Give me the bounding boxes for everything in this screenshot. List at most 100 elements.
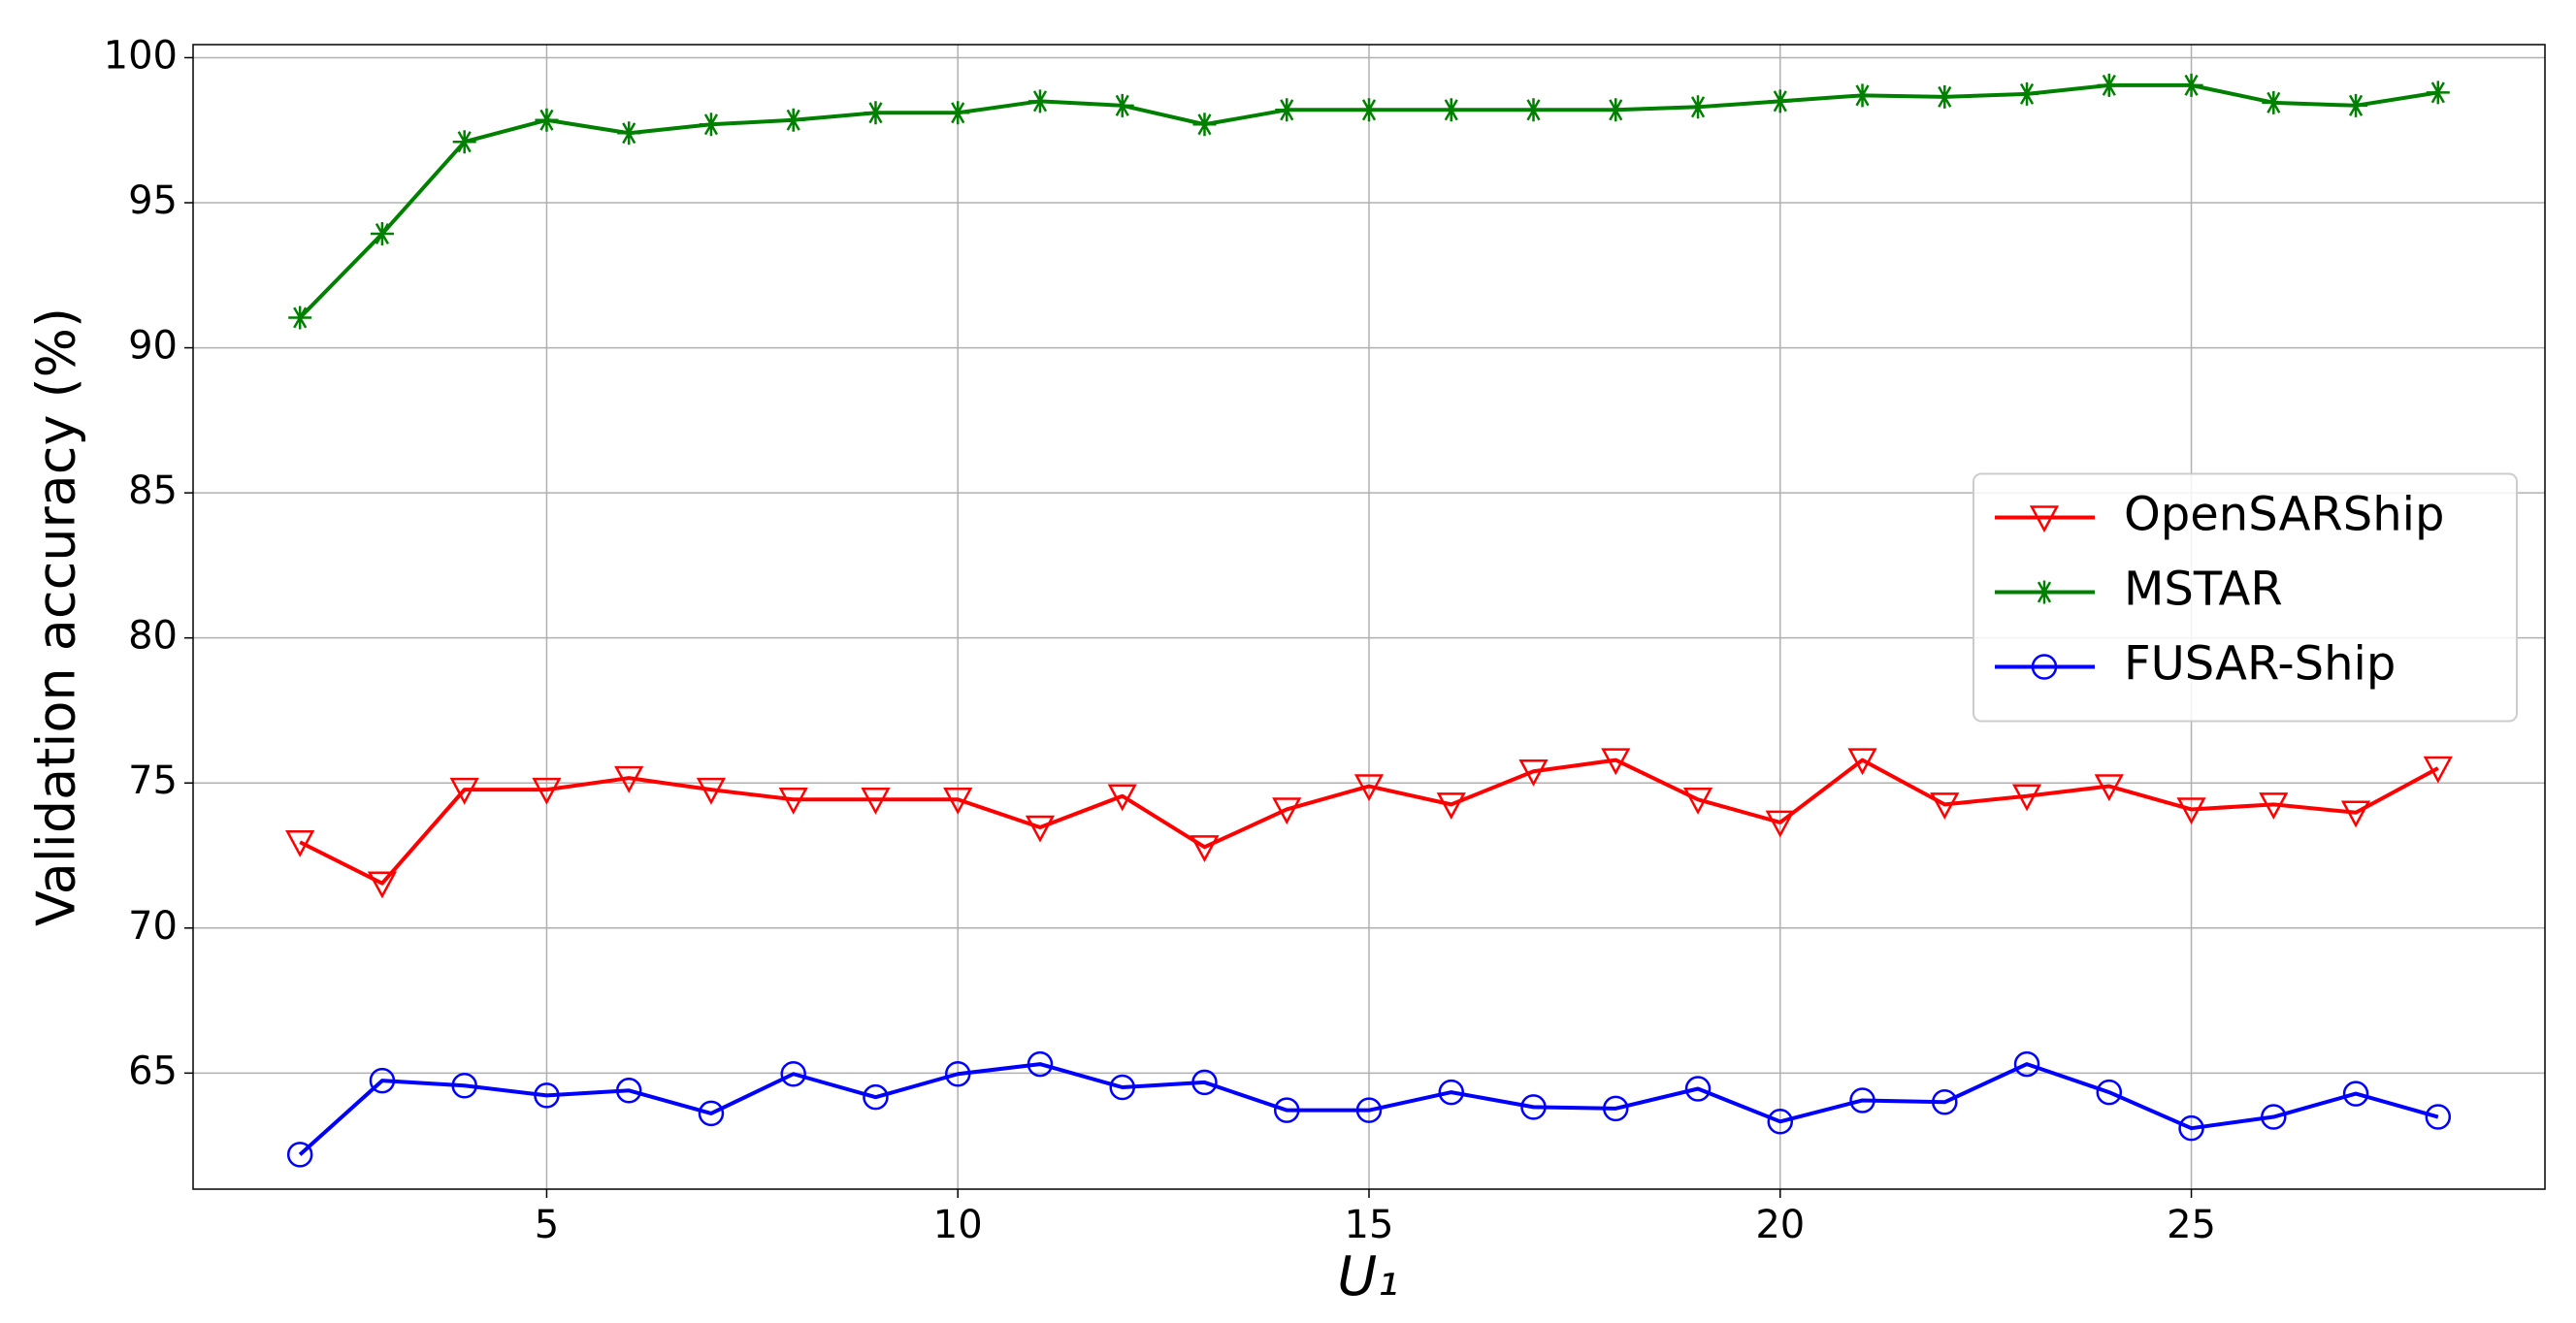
y-tick-label: 90 (128, 324, 178, 369)
marker (2261, 1104, 2287, 1130)
marker (863, 1083, 889, 1111)
legend-label: FUSAR-Ship (2124, 637, 2396, 692)
marker (1518, 759, 1549, 787)
legend-marker (2029, 505, 2060, 533)
marker (1438, 1079, 1465, 1106)
marker (617, 121, 641, 145)
marker (1191, 1069, 1218, 1096)
marker (1767, 1109, 1794, 1135)
marker (1684, 1076, 1712, 1102)
marker (1192, 113, 1217, 137)
marker (778, 788, 808, 815)
marker (699, 113, 723, 137)
y-tick-label: 85 (128, 468, 178, 513)
marker (696, 777, 727, 805)
marker (2423, 756, 2453, 784)
marker (1932, 1089, 1958, 1115)
marker (1439, 98, 1463, 122)
y-tick-label: 80 (128, 614, 178, 659)
marker (535, 108, 559, 132)
marker (2340, 800, 2371, 828)
marker (2178, 1114, 2204, 1142)
marker (780, 1061, 806, 1087)
marker (1682, 788, 1713, 815)
y-tick-label: 75 (128, 758, 178, 803)
legend-marker (2031, 654, 2058, 680)
marker (2011, 784, 2042, 812)
marker (1765, 810, 1795, 838)
marker (369, 1067, 396, 1094)
marker (861, 788, 891, 815)
marker (1933, 84, 1957, 109)
marker (1110, 93, 1134, 117)
marker (2426, 81, 2450, 105)
x-tick-label: 15 (1345, 1203, 1394, 1247)
marker (1027, 1050, 1054, 1078)
marker (1355, 1097, 1383, 1123)
marker (2096, 1079, 2123, 1106)
marker (2094, 774, 2124, 802)
marker (1601, 748, 1631, 776)
marker (1849, 1087, 1875, 1113)
marker (367, 871, 398, 899)
marker (1847, 748, 1877, 776)
marker (1604, 98, 1628, 122)
marker (1686, 95, 1711, 119)
y-tick-label: 100 (104, 33, 178, 78)
marker (614, 765, 644, 793)
marker (2097, 73, 2121, 97)
marker (1436, 792, 1466, 821)
marker (1027, 89, 1052, 113)
marker (2013, 1050, 2040, 1078)
legend-label: MSTAR (2124, 563, 2283, 617)
marker (1272, 797, 1302, 825)
marker (1275, 98, 1299, 122)
x-tick-label: 10 (933, 1203, 983, 1247)
marker (534, 1082, 560, 1109)
legend-box (1973, 472, 2518, 723)
marker (781, 108, 805, 132)
x-tick-label: 25 (2167, 1203, 2216, 1247)
y-tick-label: 95 (128, 178, 178, 223)
marker (2344, 93, 2368, 117)
marker (370, 222, 394, 246)
marker (1190, 835, 1220, 862)
marker (698, 1100, 725, 1127)
marker (2262, 90, 2286, 114)
legend-marker (2033, 580, 2056, 604)
marker (1768, 89, 1792, 113)
marker (2176, 797, 2206, 825)
legend-label: OpenSARShip (2124, 488, 2444, 542)
marker (1930, 792, 1960, 821)
marker (2179, 73, 2203, 97)
marker (2425, 1104, 2452, 1130)
marker (2342, 1081, 2369, 1107)
series-line (299, 758, 2439, 886)
y-axis-label: Validation accuracy (%) (26, 307, 87, 926)
marker (452, 130, 476, 154)
marker (1109, 1074, 1135, 1101)
y-tick-label: 70 (128, 904, 178, 949)
marker (449, 777, 479, 805)
marker (2015, 81, 2039, 106)
marker (286, 1142, 313, 1168)
y-tick-label: 65 (128, 1049, 178, 1093)
x-tick-label: 5 (535, 1203, 559, 1247)
marker (1025, 815, 1056, 843)
marker (943, 788, 973, 815)
marker (532, 777, 562, 805)
marker (946, 101, 970, 125)
x-tick-label: 20 (1755, 1203, 1805, 1247)
marker (285, 830, 315, 857)
marker (1603, 1095, 1629, 1122)
marker (288, 306, 312, 330)
series-line (298, 1062, 2439, 1156)
marker (1107, 784, 1137, 812)
marker (1520, 1094, 1547, 1120)
marker (1357, 98, 1381, 122)
marker (944, 1061, 971, 1087)
marker (2259, 792, 2289, 821)
x-axis-label: U₁ (1337, 1245, 1398, 1308)
marker (1273, 1097, 1300, 1123)
